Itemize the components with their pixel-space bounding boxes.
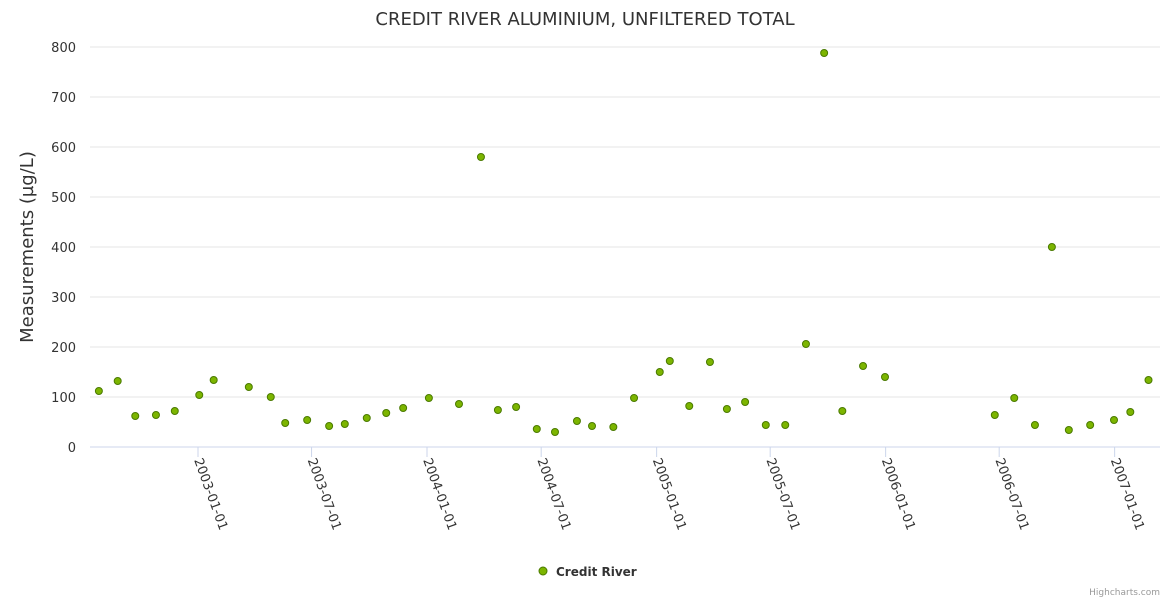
data-point[interactable] <box>476 153 485 161</box>
y-tick-label: 0 <box>68 441 76 456</box>
data-point[interactable] <box>1010 394 1019 402</box>
data-point[interactable] <box>303 416 312 424</box>
data-point[interactable] <box>1144 376 1153 384</box>
chart-title: CREDIT RIVER ALUMINIUM, UNFILTERED TOTAL <box>375 9 794 30</box>
data-point[interactable] <box>209 376 218 384</box>
data-point[interactable] <box>655 368 664 376</box>
data-point[interactable] <box>609 423 618 431</box>
data-point[interactable] <box>685 402 694 410</box>
x-axis-ticks: 2003-01-01 2003-07-01 2004-01-01 2004-07-01… <box>190 447 1147 532</box>
data-points <box>94 49 1153 436</box>
data-point[interactable] <box>1086 421 1095 429</box>
y-tick-label: 200 <box>51 341 76 356</box>
data-point[interactable] <box>572 417 581 425</box>
data-point[interactable] <box>741 398 750 406</box>
data-point[interactable] <box>1047 243 1056 251</box>
data-point[interactable] <box>881 373 890 381</box>
data-point[interactable] <box>1126 408 1135 416</box>
data-point[interactable] <box>1030 421 1039 429</box>
data-point[interactable] <box>151 411 160 419</box>
y-tick-label: 700 <box>51 91 76 106</box>
data-point[interactable] <box>244 383 253 391</box>
data-point[interactable] <box>424 394 433 402</box>
data-point[interactable] <box>532 425 541 433</box>
data-point[interactable] <box>990 411 999 419</box>
x-tick-label: 2007-01-01 <box>1107 456 1147 532</box>
y-tick-label: 300 <box>51 291 76 306</box>
data-point[interactable] <box>630 394 639 402</box>
data-point[interactable] <box>665 357 674 365</box>
data-point[interactable] <box>722 405 731 413</box>
y-tick-label: 600 <box>51 141 76 156</box>
data-point[interactable] <box>195 391 204 399</box>
data-point[interactable] <box>1110 416 1119 424</box>
data-point[interactable] <box>705 358 714 366</box>
data-point[interactable] <box>325 422 334 430</box>
data-point[interactable] <box>588 422 597 430</box>
legend-marker <box>538 566 548 576</box>
y-tick-label: 400 <box>51 241 76 256</box>
data-point[interactable] <box>94 387 103 395</box>
data-point[interactable] <box>382 409 391 417</box>
data-point[interactable] <box>781 421 790 429</box>
data-point[interactable] <box>493 406 502 414</box>
x-tick-label: 2006-07-01 <box>991 456 1031 532</box>
credits-link[interactable]: Highcharts.com <box>1089 588 1160 598</box>
data-point[interactable] <box>170 407 179 415</box>
y-tick-label: 800 <box>51 41 76 56</box>
data-point[interactable] <box>113 377 122 385</box>
y-tick-label: 500 <box>51 191 76 206</box>
data-point[interactable] <box>340 420 349 428</box>
data-point[interactable] <box>454 400 463 408</box>
data-point[interactable] <box>838 407 847 415</box>
x-tick-label: 2003-07-01 <box>304 456 344 532</box>
x-tick-label: 2004-07-01 <box>533 456 573 532</box>
data-point[interactable] <box>761 421 770 429</box>
legend-item-credit-river[interactable]: Credit River <box>538 565 637 579</box>
y-axis-label: Measurements (µg/L) <box>17 151 38 343</box>
x-tick-label: 2004-01-01 <box>419 456 459 532</box>
data-point[interactable] <box>281 419 290 427</box>
data-point[interactable] <box>512 403 521 411</box>
x-tick-label: 2005-01-01 <box>649 456 689 532</box>
data-point[interactable] <box>1064 426 1073 434</box>
x-tick-label: 2003-01-01 <box>190 456 230 532</box>
data-point[interactable] <box>550 428 559 436</box>
data-point[interactable] <box>820 49 829 57</box>
y-tick-label: 100 <box>51 391 76 406</box>
data-point[interactable] <box>131 412 140 420</box>
data-point[interactable] <box>859 362 868 370</box>
legend-label: Credit River <box>556 565 637 579</box>
x-tick-label: 2005-07-01 <box>762 456 802 532</box>
data-point[interactable] <box>362 414 371 422</box>
data-point[interactable] <box>266 393 275 401</box>
data-point[interactable] <box>399 404 408 412</box>
data-point[interactable] <box>801 340 810 348</box>
x-tick-label: 2006-01-01 <box>878 456 918 532</box>
y-axis-ticks: 0 100 200 300 400 500 600 700 800 <box>51 41 76 456</box>
